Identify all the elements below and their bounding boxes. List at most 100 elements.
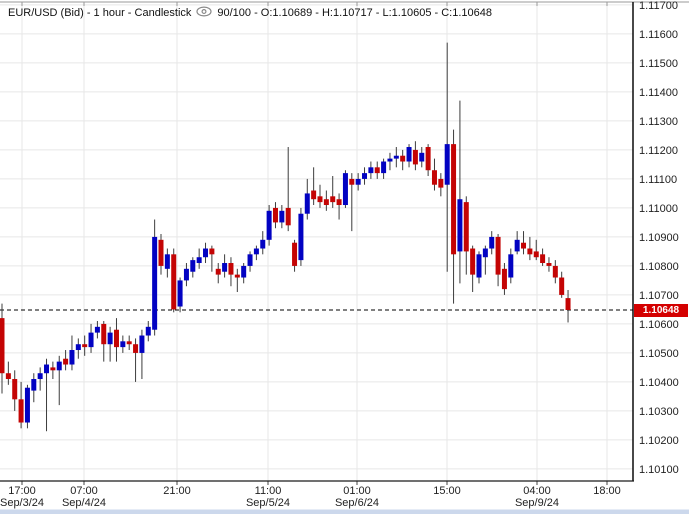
candle-up bbox=[94, 326, 100, 333]
x-axis-time-label: 21:00 bbox=[163, 485, 191, 497]
candle-down bbox=[272, 207, 278, 223]
candle-up bbox=[120, 341, 126, 348]
x-axis-date-label: Sep/5/24 bbox=[246, 497, 290, 509]
candle-up bbox=[107, 332, 113, 345]
candle-up bbox=[279, 210, 285, 223]
candle-up bbox=[393, 155, 399, 159]
candle-up bbox=[183, 268, 189, 281]
candle-up bbox=[355, 178, 361, 185]
candle-down bbox=[215, 268, 221, 275]
candle-down bbox=[527, 248, 533, 255]
candle-down bbox=[374, 167, 380, 174]
candle-down bbox=[336, 199, 342, 206]
candle-down bbox=[12, 379, 18, 400]
candle-down bbox=[311, 190, 317, 200]
y-axis-label: 1.11600 bbox=[639, 29, 678, 41]
x-axis-time-label: 01:00 bbox=[343, 485, 371, 497]
y-axis-label: 1.11000 bbox=[639, 203, 678, 215]
candle-up bbox=[362, 173, 368, 179]
candle-down bbox=[546, 263, 552, 266]
y-axis-label: 1.11300 bbox=[639, 116, 678, 128]
candle-down bbox=[431, 170, 437, 185]
y-axis-label: 1.11500 bbox=[639, 58, 678, 70]
candle-down bbox=[400, 155, 406, 162]
x-axis-time-label: 15:00 bbox=[433, 485, 461, 497]
eye-icon[interactable] bbox=[196, 6, 212, 20]
candle-up bbox=[44, 364, 50, 374]
candle-down bbox=[521, 242, 527, 249]
candle-up bbox=[381, 161, 387, 174]
candle-down bbox=[5, 373, 11, 380]
candle-up bbox=[298, 213, 304, 261]
candle-up bbox=[37, 373, 43, 380]
chart-title: EUR/USD (Bid) - 1 hour - Candlestick bbox=[8, 7, 192, 19]
y-axis-label: 1.11700 bbox=[639, 0, 678, 12]
candle-up bbox=[253, 248, 259, 255]
candle-up bbox=[56, 361, 62, 371]
x-axis-time-label: 04:00 bbox=[523, 485, 551, 497]
candle-up bbox=[387, 158, 393, 162]
candle-down bbox=[323, 199, 329, 206]
candle-down bbox=[63, 358, 69, 365]
candle-up bbox=[222, 263, 228, 272]
candle-up bbox=[145, 326, 151, 336]
candle-down bbox=[317, 196, 323, 203]
y-axis-label: 1.11100 bbox=[639, 174, 677, 186]
candle-down bbox=[349, 178, 355, 185]
candle-up bbox=[342, 173, 348, 206]
candle-up bbox=[69, 350, 75, 365]
candle-down bbox=[101, 323, 107, 345]
x-axis-date-label: Sep/4/24 bbox=[62, 497, 106, 509]
candle-up bbox=[476, 254, 482, 278]
x-axis-time-label: 18:00 bbox=[593, 485, 621, 497]
candle-down bbox=[0, 318, 5, 374]
candle-up bbox=[24, 387, 30, 423]
candle-up bbox=[31, 379, 37, 391]
y-axis-label: 1.11200 bbox=[639, 145, 678, 157]
y-axis-label: 1.10800 bbox=[639, 261, 679, 273]
candle-up bbox=[419, 152, 425, 162]
candle-down bbox=[171, 254, 177, 310]
x-axis-time-label: 07:00 bbox=[70, 485, 98, 497]
candle-up bbox=[177, 280, 183, 307]
candle-up bbox=[152, 236, 158, 330]
candle-up bbox=[164, 254, 170, 269]
candle-up bbox=[406, 147, 412, 162]
candle-up bbox=[304, 193, 310, 214]
y-axis-label: 1.11400 bbox=[639, 87, 678, 99]
candle-up bbox=[190, 260, 196, 272]
candle-down bbox=[552, 265, 558, 278]
candle-down bbox=[228, 263, 234, 275]
candle-down bbox=[565, 298, 571, 310]
current-price-badge: 1.10648 bbox=[634, 304, 688, 317]
candle-down bbox=[18, 399, 24, 423]
candle-down bbox=[533, 251, 539, 258]
candle-up bbox=[489, 236, 495, 249]
candle-down bbox=[451, 144, 457, 255]
x-axis-date-label: Sep/9/24 bbox=[515, 497, 559, 509]
candle-down bbox=[126, 341, 132, 345]
x-axis-time-label: 17:00 bbox=[8, 485, 36, 497]
candle-down bbox=[495, 236, 501, 275]
candle-down bbox=[292, 242, 298, 266]
candle-up bbox=[508, 254, 514, 278]
candle-down bbox=[463, 202, 469, 252]
y-axis-label: 1.10600 bbox=[639, 319, 679, 331]
candle-down bbox=[412, 149, 418, 165]
candle-up bbox=[139, 335, 145, 353]
candle-down bbox=[425, 147, 431, 171]
candle-up bbox=[482, 248, 488, 258]
x-axis-date-label: Sep/3/24 bbox=[0, 497, 44, 509]
candle-up bbox=[444, 144, 450, 185]
candle-down bbox=[113, 329, 119, 348]
y-axis-label: 1.10100 bbox=[639, 464, 679, 476]
bottom-scroll-strip[interactable] bbox=[0, 509, 689, 514]
candle-down bbox=[540, 254, 546, 264]
candle-down bbox=[330, 196, 336, 203]
candle-down bbox=[559, 277, 565, 295]
candle-down bbox=[209, 248, 215, 255]
candle-up bbox=[88, 332, 94, 348]
candle-up bbox=[368, 167, 374, 174]
